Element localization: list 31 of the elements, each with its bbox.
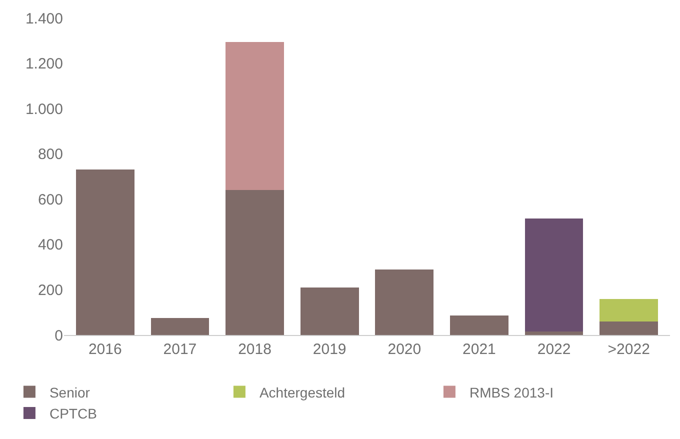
legend-label: CPTCB (49, 405, 97, 422)
bar (600, 298, 658, 322)
bar (450, 315, 508, 335)
bar (226, 190, 284, 335)
y-tick-label: 0 (54, 327, 63, 344)
bar (524, 332, 584, 335)
bar (226, 42, 284, 190)
bar (300, 287, 359, 335)
x-tick-label: 2019 (312, 341, 346, 358)
bar (150, 318, 210, 335)
y-tick-label: 800 (38, 146, 63, 164)
x-tick-label: 2022 (537, 341, 571, 358)
legend-label: Senior (49, 384, 90, 400)
x-tick-label: 2018 (238, 341, 272, 358)
y-tick-label: 1.000 (25, 100, 63, 118)
legend-label: RMBS 2013-I (469, 384, 554, 400)
y-tick-label: 1.400 (25, 10, 63, 28)
bar (524, 218, 584, 332)
y-tick-label: 1.200 (25, 56, 63, 73)
y-tick-label: 200 (38, 282, 63, 299)
y-tick-label: 600 (38, 191, 63, 208)
y-tick-label: 400 (38, 236, 63, 254)
x-tick-label: 2017 (163, 341, 197, 358)
x-tick-label: 2021 (462, 341, 496, 358)
legend-label: Achtergesteld (259, 384, 346, 400)
bar (76, 170, 134, 335)
x-tick-label: 2016 (88, 341, 122, 358)
x-tick-label: >2022 (608, 341, 650, 358)
bar (375, 269, 434, 335)
bar (600, 321, 658, 335)
x-tick-label: 2020 (388, 341, 422, 358)
